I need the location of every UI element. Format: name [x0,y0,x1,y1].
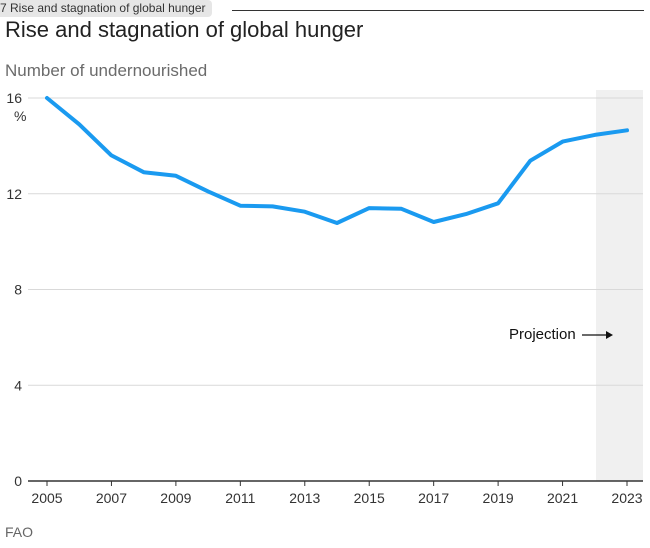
grid-lines [28,97,643,386]
series-points [45,96,629,225]
source-label: FAO [5,524,34,540]
figure-number-label: 7 Rise and stagnation of global hunger [0,0,213,17]
y-tick-label: 4 [14,377,22,393]
x-tick-label: 2013 [289,490,320,506]
x-axis-ticks: 2005 2007 2009 2011 2013 2015 2017 2019 2021 2023 [31,481,643,506]
x-tick-label: 2007 [96,490,127,506]
x-tick-label: 2005 [31,490,62,506]
x-tick-label: 2015 [354,490,385,506]
x-tick-label: 2009 [160,490,191,506]
series-line [45,96,629,225]
x-tick-label: 2023 [611,490,642,506]
x-tick-label: 2019 [483,490,514,506]
chart-subtitle: Number of undernourished [5,61,208,80]
x-tick-label: 2021 [547,490,578,506]
projection-label: Projection [509,326,576,343]
chart-title: Rise and stagnation of global hunger [5,17,364,42]
x-tick-label: 2011 [225,490,255,506]
y-axis-ticks: 0 4 8 12 16 [6,90,22,489]
y-tick-label: 12 [6,186,22,202]
y-axis-unit: % [14,108,26,124]
x-tick-label: 2017 [418,490,449,506]
y-tick-label: 0 [14,473,22,489]
projection-arrow-head [606,331,613,339]
projection-shade [596,90,643,481]
y-tick-label: 8 [14,282,22,298]
y-tick-label: 16 [6,90,22,106]
top-rule [232,10,644,11]
